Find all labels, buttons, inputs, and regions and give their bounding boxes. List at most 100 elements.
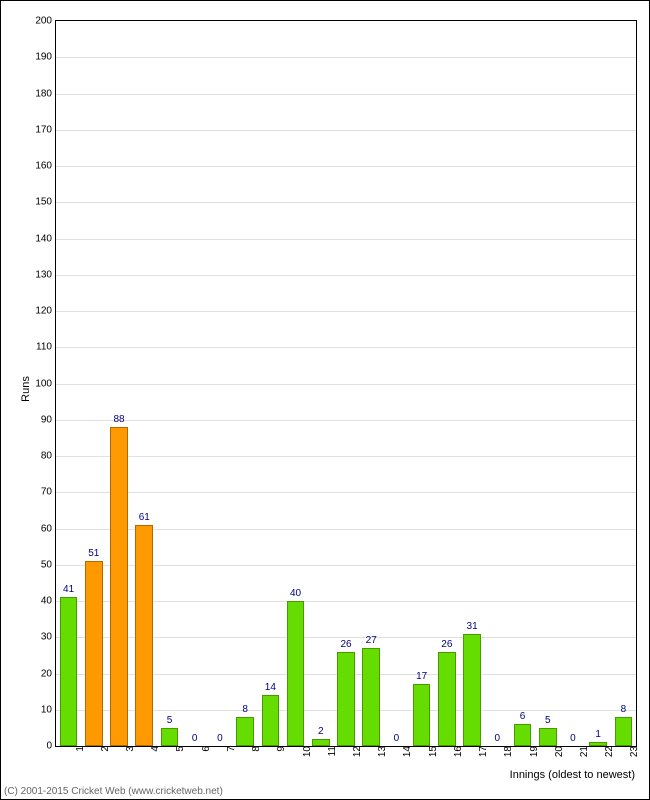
- gridline: [56, 347, 636, 348]
- x-tick-label: 3: [123, 746, 136, 752]
- bar-value-label: 27: [366, 635, 377, 646]
- x-tick-label: 7: [224, 746, 237, 752]
- bar-value-label: 40: [290, 588, 301, 599]
- x-tick-label: 17: [476, 746, 489, 757]
- bar-value-label: 2: [318, 726, 324, 737]
- y-tick-label: 130: [35, 269, 56, 280]
- bar-value-label: 51: [88, 548, 99, 559]
- x-tick-label: 21: [577, 746, 590, 757]
- x-tick-label: 23: [627, 746, 640, 757]
- bar: [161, 728, 179, 746]
- y-tick-label: 110: [36, 342, 56, 353]
- bar-value-label: 61: [139, 512, 150, 523]
- gridline: [56, 202, 636, 203]
- bar: [362, 648, 380, 746]
- bar-value-label: 0: [570, 733, 576, 744]
- bar: [110, 427, 128, 746]
- bar: [413, 684, 431, 746]
- y-tick-label: 90: [41, 414, 56, 425]
- y-axis-label: Runs: [20, 376, 32, 402]
- bar-value-label: 8: [621, 704, 627, 715]
- bar-value-label: 26: [441, 639, 452, 650]
- bar: [312, 739, 330, 746]
- bar: [514, 724, 532, 746]
- copyright-text: (C) 2001-2015 Cricket Web (www.cricketwe…: [4, 786, 223, 797]
- y-tick-label: 0: [46, 741, 56, 752]
- y-tick-label: 170: [35, 124, 56, 135]
- bar: [337, 652, 355, 746]
- x-tick-label: 14: [400, 746, 413, 757]
- bar-value-label: 0: [394, 733, 400, 744]
- x-tick-label: 2: [98, 746, 111, 752]
- bar-value-label: 26: [340, 639, 351, 650]
- bar: [438, 652, 456, 746]
- x-tick-label: 12: [350, 746, 363, 757]
- y-tick-label: 180: [35, 88, 56, 99]
- bar: [236, 717, 254, 746]
- x-tick-label: 11: [325, 746, 338, 756]
- gridline: [56, 420, 636, 421]
- x-tick-label: 4: [148, 746, 161, 752]
- bar: [85, 561, 103, 746]
- bar: [539, 728, 557, 746]
- bar: [287, 601, 305, 746]
- bar-value-label: 0: [192, 733, 198, 744]
- bar-value-label: 6: [520, 711, 526, 722]
- bar-value-label: 31: [467, 621, 478, 632]
- y-tick-label: 50: [41, 559, 56, 570]
- x-tick-label: 8: [249, 746, 262, 752]
- gridline: [56, 275, 636, 276]
- bar: [615, 717, 633, 746]
- y-tick-label: 150: [35, 197, 56, 208]
- bar: [60, 597, 78, 746]
- gridline: [56, 166, 636, 167]
- y-tick-label: 200: [35, 16, 56, 27]
- bar-value-label: 5: [545, 715, 551, 726]
- x-tick-label: 16: [451, 746, 464, 757]
- y-tick-label: 100: [35, 378, 56, 389]
- y-tick-label: 60: [41, 523, 56, 534]
- bar-value-label: 17: [416, 671, 427, 682]
- plot-area: 0102030405060708090100110120130140150160…: [55, 20, 637, 747]
- gridline: [56, 57, 636, 58]
- x-axis-label: Innings (oldest to newest): [510, 769, 635, 781]
- x-tick-label: 10: [300, 746, 313, 757]
- bar: [262, 695, 280, 746]
- y-tick-label: 140: [35, 233, 56, 244]
- y-tick-label: 190: [35, 52, 56, 63]
- x-tick-label: 19: [527, 746, 540, 757]
- bar-value-label: 41: [63, 584, 74, 595]
- y-tick-label: 160: [35, 161, 56, 172]
- chart-container: 0102030405060708090100110120130140150160…: [0, 0, 650, 800]
- gridline: [56, 311, 636, 312]
- gridline: [56, 456, 636, 457]
- bar: [463, 634, 481, 746]
- x-tick-label: 22: [602, 746, 615, 757]
- x-tick-label: 1: [73, 746, 86, 752]
- bar-value-label: 88: [113, 414, 124, 425]
- x-tick-label: 15: [426, 746, 439, 757]
- x-tick-label: 9: [274, 746, 287, 752]
- x-tick-label: 5: [173, 746, 186, 752]
- y-tick-label: 30: [41, 632, 56, 643]
- x-tick-label: 13: [375, 746, 388, 757]
- y-tick-label: 20: [41, 668, 56, 679]
- gridline: [56, 94, 636, 95]
- x-tick-label: 6: [199, 746, 212, 752]
- x-tick-label: 20: [552, 746, 565, 757]
- gridline: [56, 492, 636, 493]
- y-tick-label: 70: [41, 487, 56, 498]
- y-tick-label: 40: [41, 596, 56, 607]
- bar-value-label: 5: [167, 715, 173, 726]
- y-tick-label: 80: [41, 451, 56, 462]
- y-tick-label: 120: [35, 306, 56, 317]
- gridline: [56, 239, 636, 240]
- gridline: [56, 130, 636, 131]
- gridline: [56, 384, 636, 385]
- bar-value-label: 0: [217, 733, 223, 744]
- bar: [135, 525, 153, 746]
- bar-value-label: 8: [242, 704, 248, 715]
- bar-value-label: 14: [265, 682, 276, 693]
- y-tick-label: 10: [41, 704, 56, 715]
- bar-value-label: 1: [595, 729, 601, 740]
